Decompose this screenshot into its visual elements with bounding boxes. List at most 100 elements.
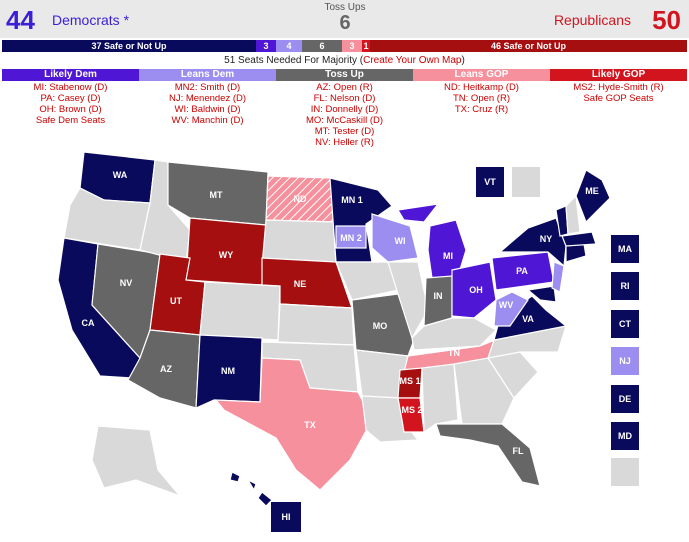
bar-likely-gop: 1 [362, 40, 370, 52]
box-ct[interactable]: CT [611, 310, 639, 338]
category-item[interactable]: NJ: Menendez (D) [168, 93, 247, 104]
category-item[interactable]: MS2: Hyde-Smith (R) [573, 82, 664, 93]
state-ms-2[interactable] [397, 397, 425, 433]
state-wv[interactable] [493, 291, 529, 327]
box-dc[interactable] [611, 458, 639, 486]
label-tn: TN [448, 348, 460, 358]
state-co[interactable] [199, 281, 281, 341]
label-nm: NM [221, 366, 235, 376]
state-il[interactable] [387, 261, 429, 340]
label-pa: PA [516, 266, 528, 276]
state-me[interactable] [575, 169, 611, 224]
label-ca: CA [82, 318, 95, 328]
category-item[interactable]: WI: Baldwin (D) [174, 104, 241, 115]
bar-leans-dem: 4 [276, 40, 302, 52]
category-title: Likely Dem [2, 69, 139, 81]
bar-safe-gop: 46 Safe or Not Up [370, 40, 687, 52]
category-item[interactable]: FL: Nelson (D) [313, 93, 376, 104]
state-in[interactable] [423, 275, 453, 327]
state-ks[interactable] [277, 303, 355, 346]
category-item[interactable]: TN: Open (R) [452, 93, 510, 104]
bar-safe-dem: 37 Safe or Not Up [2, 40, 256, 52]
state-ga[interactable] [453, 357, 515, 425]
box-hi[interactable]: HI [271, 502, 301, 532]
label-wv: WV [499, 300, 514, 310]
state-ma[interactable] [561, 231, 597, 247]
category-item[interactable]: MN2: Smith (D) [174, 82, 241, 93]
category-item[interactable]: NV: Heller (R) [315, 137, 374, 148]
rep-seat-count: 50 [652, 5, 681, 35]
box-de[interactable]: DE [611, 385, 639, 413]
category-item[interactable]: Safe Dem Seats [35, 115, 106, 126]
category-item[interactable]: PA: Casey (D) [40, 93, 101, 104]
seat-bar: 37 Safe or Not Up 3 4 6 3 1 46 Safe or N… [2, 40, 687, 52]
rating-categories: Likely Dem MI: Stabenow (D) PA: Casey (D… [2, 69, 687, 148]
box-nh[interactable] [512, 167, 540, 197]
tossup-summary: Toss Ups 6 [310, 2, 380, 33]
category-item[interactable]: WV: Manchin (D) [171, 115, 244, 126]
state-oh[interactable] [451, 261, 497, 319]
box-md[interactable]: MD [611, 422, 639, 450]
category-item[interactable]: Safe GOP Seats [583, 93, 654, 104]
label-nd: ND [294, 194, 307, 204]
category-item[interactable]: MT: Tester (D) [314, 126, 375, 137]
label-me: ME [585, 186, 599, 196]
rep-label: Republicans [553, 12, 631, 28]
category-title: Leans GOP [413, 69, 550, 81]
category-item[interactable]: OH: Brown (D) [39, 104, 102, 115]
state-mo[interactable] [351, 293, 415, 357]
dem-seat-count: 44 [6, 5, 35, 35]
label-mi: MI [443, 251, 453, 261]
label-nv: NV [120, 278, 133, 288]
category-title: Leans Dem [139, 69, 276, 81]
label-mt: MT [210, 190, 223, 200]
category-likely-dem: Likely Dem MI: Stabenow (D) PA: Casey (D… [2, 69, 139, 148]
category-item[interactable]: MO: McCaskill (D) [305, 115, 384, 126]
state-ak[interactable] [91, 425, 182, 498]
label-mn-1: MN 1 [341, 195, 363, 205]
state-nh[interactable] [565, 194, 581, 235]
state-ky[interactable] [411, 317, 497, 351]
category-item[interactable]: ND: Heitkamp (D) [444, 82, 519, 93]
header-bar: 44 Democrats * Toss Ups 6 Republicans 50 [0, 0, 689, 38]
box-nj[interactable]: NJ [611, 347, 639, 375]
bar-leans-gop: 3 [342, 40, 362, 52]
label-ms-2: MS 2 [401, 405, 422, 415]
category-title: Toss Up [276, 69, 413, 81]
category-item[interactable]: MI: Stabenow (D) [33, 82, 108, 93]
label-ne: NE [294, 279, 307, 289]
category-likely-gop: Likely GOP MS2: Hyde-Smith (R) Safe GOP … [550, 69, 687, 148]
dem-label: Democrats * [52, 12, 130, 28]
majority-text: 51 Seats Needed For Majority ( [224, 55, 364, 66]
label-in: IN [434, 291, 443, 301]
box-ri[interactable]: RI [611, 272, 639, 300]
box-ma[interactable]: MA [611, 235, 639, 263]
category-item[interactable]: AZ: Open (R) [316, 82, 373, 93]
state-hi-islands[interactable] [229, 471, 273, 507]
label-mn-2: MN 2 [340, 233, 362, 243]
create-map-link[interactable]: Create Your Own Map [363, 55, 462, 66]
label-wy: WY [219, 250, 234, 260]
state-tx[interactable] [214, 357, 373, 491]
state-mn-2[interactable] [335, 225, 367, 249]
state-al[interactable] [421, 363, 459, 434]
state-md[interactable] [526, 285, 557, 303]
label-wa: WA [113, 170, 128, 180]
label-az: AZ [160, 364, 172, 374]
category-toss-up: Toss Up AZ: Open (R) FL: Nelson (D) IN: … [276, 69, 413, 148]
label-ny: NY [540, 234, 553, 244]
box-vt[interactable]: VT [476, 167, 504, 197]
label-fl: FL [513, 446, 524, 456]
category-title: Likely GOP [550, 69, 687, 81]
us-senate-map: WA MT ND MN 1 MN 2 WI MI NY ME WY NE UT … [57, 151, 611, 507]
tossup-count: 6 [339, 12, 351, 34]
label-mo: MO [373, 321, 388, 331]
state-ct[interactable] [565, 243, 587, 263]
category-item[interactable]: TX: Cruz (R) [454, 104, 509, 115]
state-nj[interactable] [551, 261, 565, 293]
state-wi[interactable] [371, 213, 419, 263]
state-fl[interactable] [435, 423, 541, 487]
category-item[interactable]: IN: Donnelly (D) [310, 104, 379, 115]
label-oh: OH [469, 285, 483, 295]
majority-close: ) [461, 55, 465, 66]
